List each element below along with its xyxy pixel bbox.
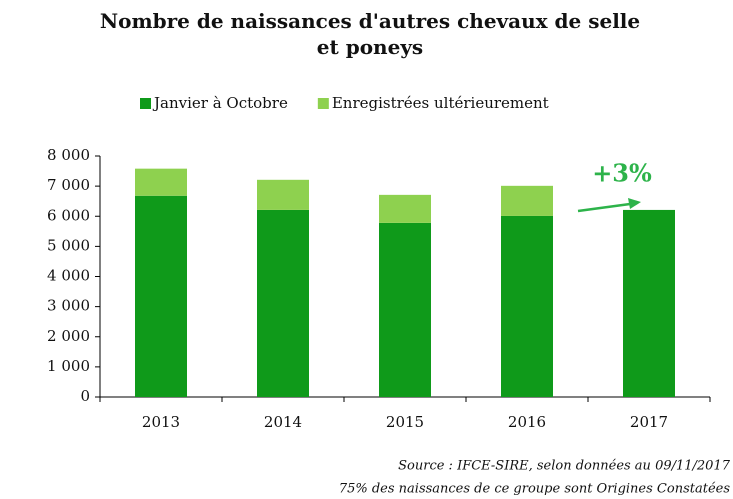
bar-segment: [379, 222, 431, 397]
chart-title: Nombre de naissances d'autres chevaux de…: [99, 9, 641, 59]
y-tick-label: 4 000: [47, 267, 90, 285]
bar-segment: [135, 195, 187, 397]
legend-swatch: [317, 98, 329, 109]
x-tick-label: 2015: [386, 413, 424, 431]
x-tick-label: 2017: [630, 413, 668, 431]
bar-segment: [501, 215, 553, 397]
y-tick-label: 0: [80, 387, 90, 405]
bar-segment: [257, 179, 309, 210]
arrow-head: [628, 198, 641, 209]
x-tick-label: 2013: [142, 413, 180, 431]
y-tick-label: 6 000: [47, 206, 90, 224]
source-note: Source : IFCE-SIRE, selon données au 09/…: [398, 459, 731, 474]
bar-segment: [379, 194, 431, 223]
y-tick-label: 7 000: [47, 176, 90, 194]
y-tick-label: 3 000: [47, 297, 90, 315]
y-tick-label: 8 000: [47, 146, 90, 164]
y-tick-label: 2 000: [47, 327, 90, 345]
bar-segment: [623, 209, 675, 397]
x-tick-label: 2014: [264, 413, 302, 431]
annotation-arrow: [577, 202, 631, 213]
legend-swatch: [140, 98, 151, 109]
y-tick-label: 1 000: [47, 357, 90, 375]
footnote: 75% des naissances de ce groupe sont Ori…: [339, 482, 731, 497]
x-tick-label: 2016: [508, 413, 546, 431]
legend-label: Janvier à Octobre: [152, 94, 288, 112]
bar-segment: [257, 209, 309, 397]
legend-label: Enregistrées ultérieurement: [332, 94, 549, 112]
annotation: +3%: [592, 159, 652, 188]
y-tick-label: 5 000: [47, 236, 90, 254]
bar-segment: [501, 185, 553, 216]
bar-segment: [135, 168, 187, 196]
